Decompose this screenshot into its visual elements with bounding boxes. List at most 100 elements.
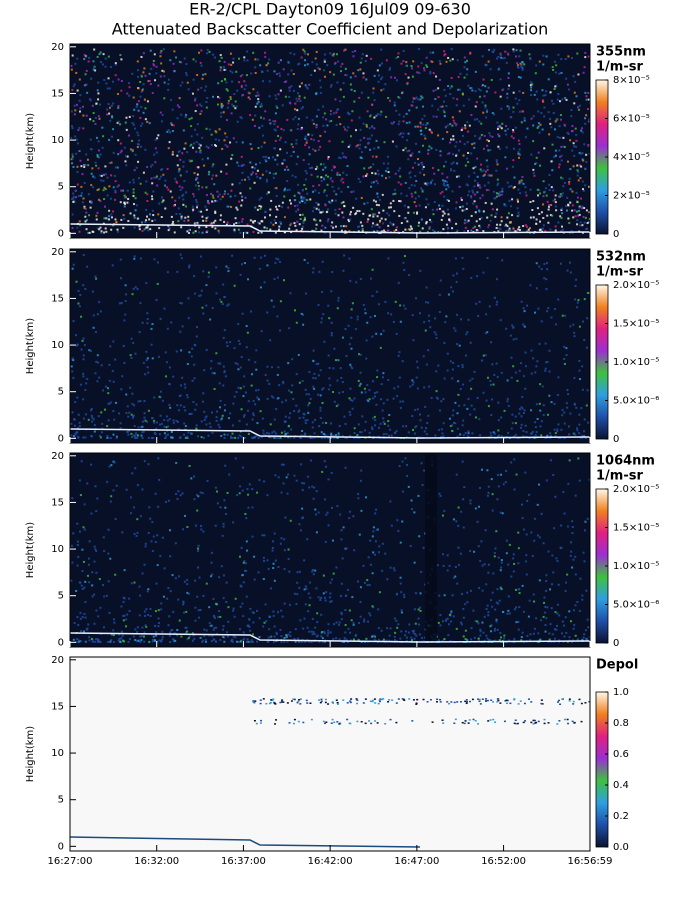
texture-dot [193,343,196,346]
texture-dot [578,359,581,362]
texture-dot [208,622,211,625]
texture-dot [217,82,220,85]
texture-dot [298,416,301,419]
texture-dot [380,333,383,336]
texture-dot [455,280,458,283]
texture-dot [175,212,178,215]
texture-dot [185,63,188,66]
texture-dot [470,152,473,155]
texture-dot [245,325,248,328]
texture-dot [216,190,219,193]
texture-dot [90,414,93,417]
texture-dot [377,204,380,207]
texture-dot [347,640,350,643]
texture-dot [393,387,396,390]
texture-dot [546,434,549,437]
texture-dot [532,115,535,118]
texture-dot [218,193,221,196]
texture-dot [243,569,246,572]
texture-dot [235,391,238,394]
texture-dot [522,411,525,414]
texture-dot [148,79,151,82]
texture-dot [143,460,146,463]
texture-dot [292,73,295,76]
texture-dot [239,640,242,643]
texture-dot [455,153,458,156]
texture-dot [428,227,431,230]
texture-dot [162,173,165,176]
texture-dot [128,411,131,414]
texture-dot [264,158,267,161]
texture-dot [72,192,75,195]
texture-dot [387,420,390,423]
texture-dot [473,636,476,639]
texture-dot [110,633,113,636]
texture-dot [223,329,226,332]
texture-dot [176,497,179,500]
texture-dot [202,73,205,76]
chart-subtitle: Attenuated Backscatter Coefficient and D… [112,20,549,39]
texture-dot [241,164,244,167]
texture-dot [190,412,193,415]
texture-dot [200,436,203,439]
texture-dot [323,436,326,439]
texture-dot [447,85,450,88]
texture-dot [234,107,237,110]
texture-dot [505,61,508,64]
texture-dot [515,606,518,609]
texture-dot [376,528,379,531]
texture-dot [450,169,453,172]
texture-dot [454,257,457,260]
texture-dot [441,190,444,193]
texture-dot [95,214,98,217]
texture-dot [244,429,247,432]
texture-dot [458,110,461,113]
texture-dot [304,137,307,140]
texture-dot [98,578,101,581]
texture-dot [264,110,267,113]
texture-dot [413,608,416,611]
texture-dot [517,214,520,217]
texture-dot [301,507,304,510]
texture-dot [442,182,445,185]
texture-dot [285,399,288,402]
texture-dot [71,88,74,91]
texture-dot [407,431,410,434]
texture-dot [138,331,141,334]
texture-dot [195,198,198,201]
texture-dot [284,95,287,98]
texture-dot [388,634,391,637]
texture-dot [432,213,435,216]
texture-dot [119,151,122,154]
texture-dot [342,225,345,228]
texture-dot [87,231,90,234]
texture-dot [458,149,461,152]
texture-dot [463,76,466,79]
texture-dot [289,129,292,132]
texture-dot [104,57,107,60]
texture-dot [527,228,530,231]
texture-dot [70,365,73,368]
texture-dot [303,559,306,562]
texture-dot [106,176,109,179]
texture-dot [322,116,325,119]
texture-dot [497,192,500,195]
texture-dot [550,607,553,610]
texture-dot [100,179,103,182]
texture-dot [573,91,576,94]
texture-dot [407,132,410,135]
texture-dot [99,436,102,439]
texture-dot [287,61,290,64]
texture-dot [510,185,513,188]
texture-dot [319,406,322,409]
texture-dot [323,58,326,61]
texture-dot [297,353,300,356]
texture-dot [131,293,134,296]
texture-dot [403,269,406,272]
texture-dot [234,457,237,460]
texture-dot [545,361,548,364]
texture-dot [400,192,403,195]
texture-dot [543,106,546,109]
texture-dot [402,149,405,152]
plot-area [70,453,590,647]
